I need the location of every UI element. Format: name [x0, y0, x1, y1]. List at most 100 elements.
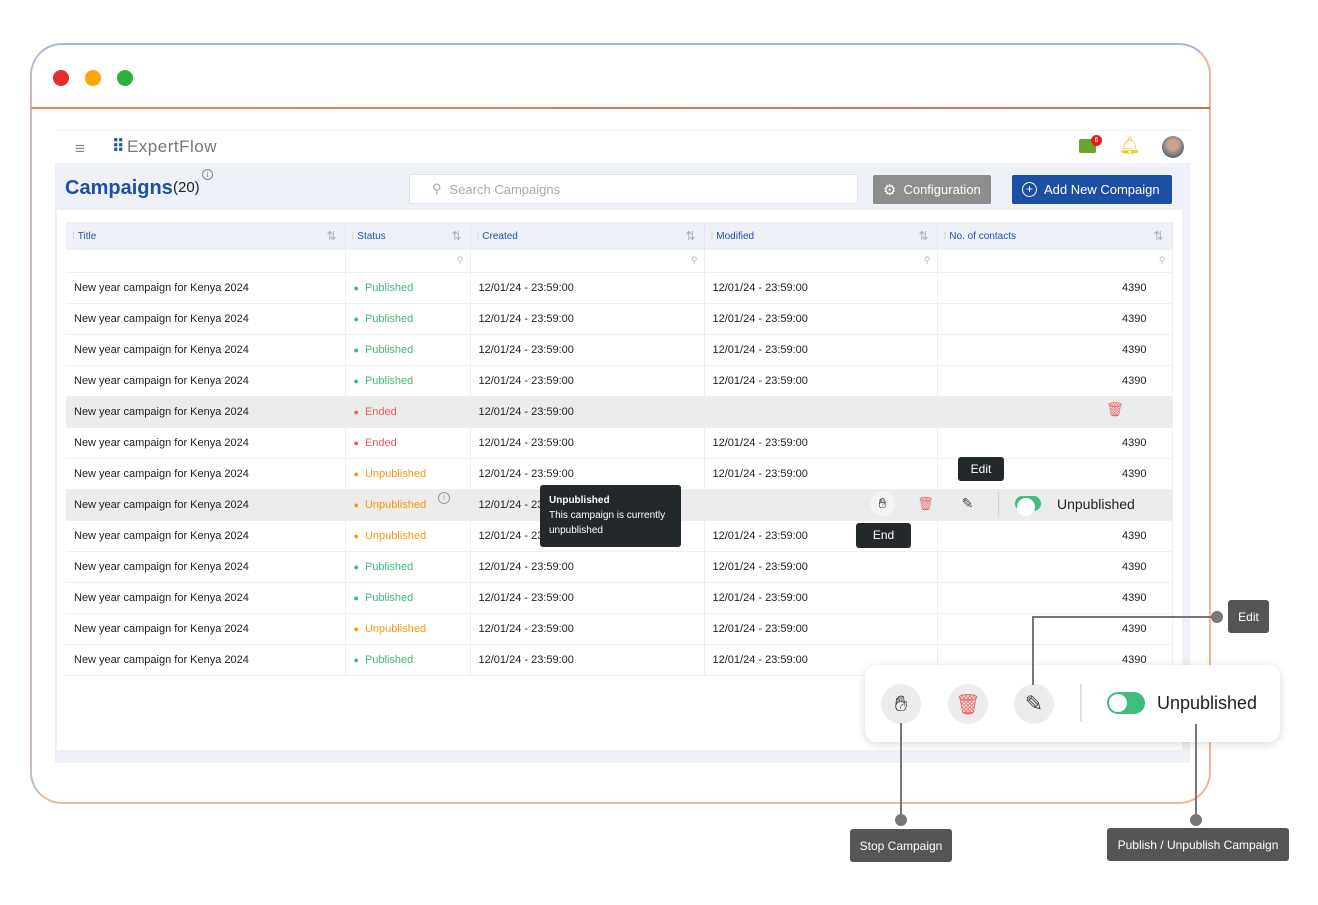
- column-filter-input[interactable]: ⚲: [345, 250, 471, 273]
- delete-icon[interactable]: 🗑︎: [948, 684, 988, 724]
- table-row[interactable]: New year campaign for Kenya 2024 ● Unpubl…: [66, 458, 1173, 490]
- sort-icon[interactable]: ⇅: [1153, 229, 1164, 243]
- status-text: Published: [364, 312, 414, 325]
- table-row[interactable]: New year campaign for Kenya 2024 ● Publis…: [66, 582, 1173, 614]
- modified-cell: 12/01/24 - 23:59:00: [704, 365, 938, 397]
- contacts-cell: 4390: [937, 551, 1173, 583]
- end-tooltip: End: [856, 523, 911, 548]
- title-cell: New year campaign for Kenya 2024: [66, 303, 346, 335]
- publish-unpublish-label: Publish / Unpublish Campaign: [1107, 828, 1289, 861]
- contacts-cell: 4390: [937, 582, 1173, 614]
- table-row[interactable]: New year campaign for Kenya 2024 ● Ended …: [66, 396, 1173, 428]
- gear-icon: ⚙: [883, 181, 897, 199]
- status-text: Unpublished: [364, 467, 427, 480]
- sort-icon[interactable]: ⇅: [326, 229, 337, 243]
- avatar[interactable]: [1162, 136, 1184, 158]
- close-window-button[interactable]: [53, 70, 69, 86]
- status-dot: ●: [353, 592, 359, 603]
- column-header[interactable]: ⁞ No. of contacts ⇅: [937, 222, 1173, 250]
- contacts-cell: 4390: [937, 272, 1173, 304]
- edit-label: Edit: [1228, 600, 1269, 633]
- stop-hand-icon[interactable]: ✋︎: [881, 684, 921, 724]
- edit-pencil-icon[interactable]: ✎: [961, 495, 974, 511]
- status-dot: ●: [353, 623, 359, 634]
- publish-toggle[interactable]: [1015, 496, 1041, 516]
- logo: ⠿ ExpertFlow: [112, 137, 217, 156]
- table-row[interactable]: New year campaign for Kenya 2024 ● Unpubl…: [66, 489, 1173, 521]
- page-title: Campaigns: [65, 177, 173, 199]
- status-dot: ●: [353, 375, 359, 386]
- actions-callout: ✋︎ 🗑︎ ✎ Unpublished: [865, 665, 1280, 742]
- plus-circle-icon: +: [1022, 182, 1037, 197]
- stop-campaign-label: Stop Campaign: [850, 829, 952, 862]
- created-cell: 12/01/24 - 23:59:00: [470, 458, 705, 490]
- column-header[interactable]: ⁞ Status ⇅: [345, 222, 471, 250]
- status-info-icon[interactable]: i: [438, 492, 450, 504]
- title-cell: New year campaign for Kenya 2024: [66, 613, 346, 645]
- stop-hand-icon[interactable]: ✋︎: [870, 491, 895, 516]
- table-row[interactable]: New year campaign for Kenya 2024 ● Publis…: [66, 365, 1173, 397]
- table-row[interactable]: New year campaign for Kenya 2024 ● Unpubl…: [66, 613, 1173, 645]
- table-row[interactable]: New year campaign for Kenya 2024 ● Publis…: [66, 272, 1173, 304]
- delete-icon[interactable]: 🗑︎: [1106, 401, 1124, 417]
- info-icon[interactable]: i: [202, 169, 213, 180]
- status-cell: ● Unpublished: [345, 613, 471, 645]
- column-filter-input[interactable]: [66, 250, 346, 273]
- column-title: Created: [482, 230, 518, 242]
- status-dot: ●: [353, 437, 359, 448]
- column-header[interactable]: ⁞ Modified ⇅: [704, 222, 938, 250]
- contacts-cell: 4390: [937, 613, 1173, 645]
- configuration-button[interactable]: ⚙ Configuration: [873, 175, 991, 204]
- table-row[interactable]: New year campaign for Kenya 2024 ● Publis…: [66, 303, 1173, 335]
- column-filter-input[interactable]: ⚲: [937, 250, 1173, 273]
- column-header[interactable]: ⁞ Title ⇅: [66, 222, 346, 250]
- status-text: Published: [364, 591, 414, 604]
- title-cell: New year campaign for Kenya 2024: [66, 644, 346, 676]
- column-header[interactable]: ⁞ Created ⇅: [470, 222, 705, 250]
- divider: [1080, 684, 1082, 722]
- column-title: Status: [357, 230, 386, 242]
- modified-cell: [704, 489, 938, 521]
- drag-handle-icon[interactable]: ⁞: [72, 230, 75, 242]
- tooltip-body: This campaign is currently unpublished: [549, 510, 666, 536]
- add-new-campaign-button[interactable]: + Add New Compaign: [1012, 175, 1172, 204]
- toggle-label: Unpublished: [1157, 693, 1258, 713]
- sort-icon[interactable]: ⇅: [918, 229, 929, 243]
- drag-handle-icon[interactable]: ⁞: [943, 230, 947, 242]
- edit-connector: [1032, 617, 1034, 685]
- sort-icon[interactable]: ⇅: [451, 229, 462, 243]
- campaigns-table: ⁞ Title ⇅ ⁞ Status ⇅ ⁞ Created ⇅ ⁞ Modified ⇅ ⁞ No. o…: [66, 222, 1173, 676]
- status-cell: ● Published: [345, 644, 471, 676]
- table-row[interactable]: New year campaign for Kenya 2024 ● Publis…: [66, 334, 1173, 366]
- column-filter-input[interactable]: ⚲: [704, 250, 938, 273]
- minimize-window-button[interactable]: [85, 70, 101, 86]
- delete-icon[interactable]: 🗑︎: [917, 496, 934, 511]
- drag-handle-icon[interactable]: ⁞: [710, 230, 714, 242]
- edit-connector: [1032, 616, 1216, 618]
- menu-icon[interactable]: ≡: [75, 139, 85, 158]
- title-cell: New year campaign for Kenya 2024: [66, 458, 346, 490]
- drag-handle-icon[interactable]: ⁞: [351, 230, 355, 242]
- edit-pencil-icon[interactable]: ✎: [1014, 684, 1054, 724]
- bell-icon[interactable]: 🔔︎: [1119, 136, 1141, 155]
- status-dot: ●: [353, 499, 359, 510]
- sort-icon[interactable]: ⇅: [685, 229, 696, 243]
- status-text: Unpublished: [364, 622, 427, 635]
- status-text: Published: [364, 374, 414, 387]
- contacts-cell: 4390: [937, 334, 1173, 366]
- column-filter-input[interactable]: ⚲: [470, 250, 705, 273]
- status-dot: ●: [353, 282, 359, 293]
- title-cell: New year campaign for Kenya 2024: [66, 582, 346, 614]
- status-text: Published: [364, 653, 414, 666]
- title-cell: New year campaign for Kenya 2024: [66, 334, 346, 366]
- maximize-window-button[interactable]: [117, 70, 133, 86]
- publish-toggle[interactable]: [1107, 692, 1145, 714]
- drag-handle-icon[interactable]: ⁞: [476, 230, 480, 242]
- title-cell: New year campaign for Kenya 2024: [66, 365, 346, 397]
- search-input[interactable]: ⚲ Search Campaigns: [409, 174, 858, 204]
- table-row[interactable]: New year campaign for Kenya 2024 ● Ended …: [66, 427, 1173, 459]
- toggle-label: Unpublished: [1057, 496, 1135, 512]
- title-cell: New year campaign for Kenya 2024: [66, 396, 346, 428]
- status-cell: ● Published: [345, 582, 471, 614]
- table-row[interactable]: New year campaign for Kenya 2024 ● Publis…: [66, 551, 1173, 583]
